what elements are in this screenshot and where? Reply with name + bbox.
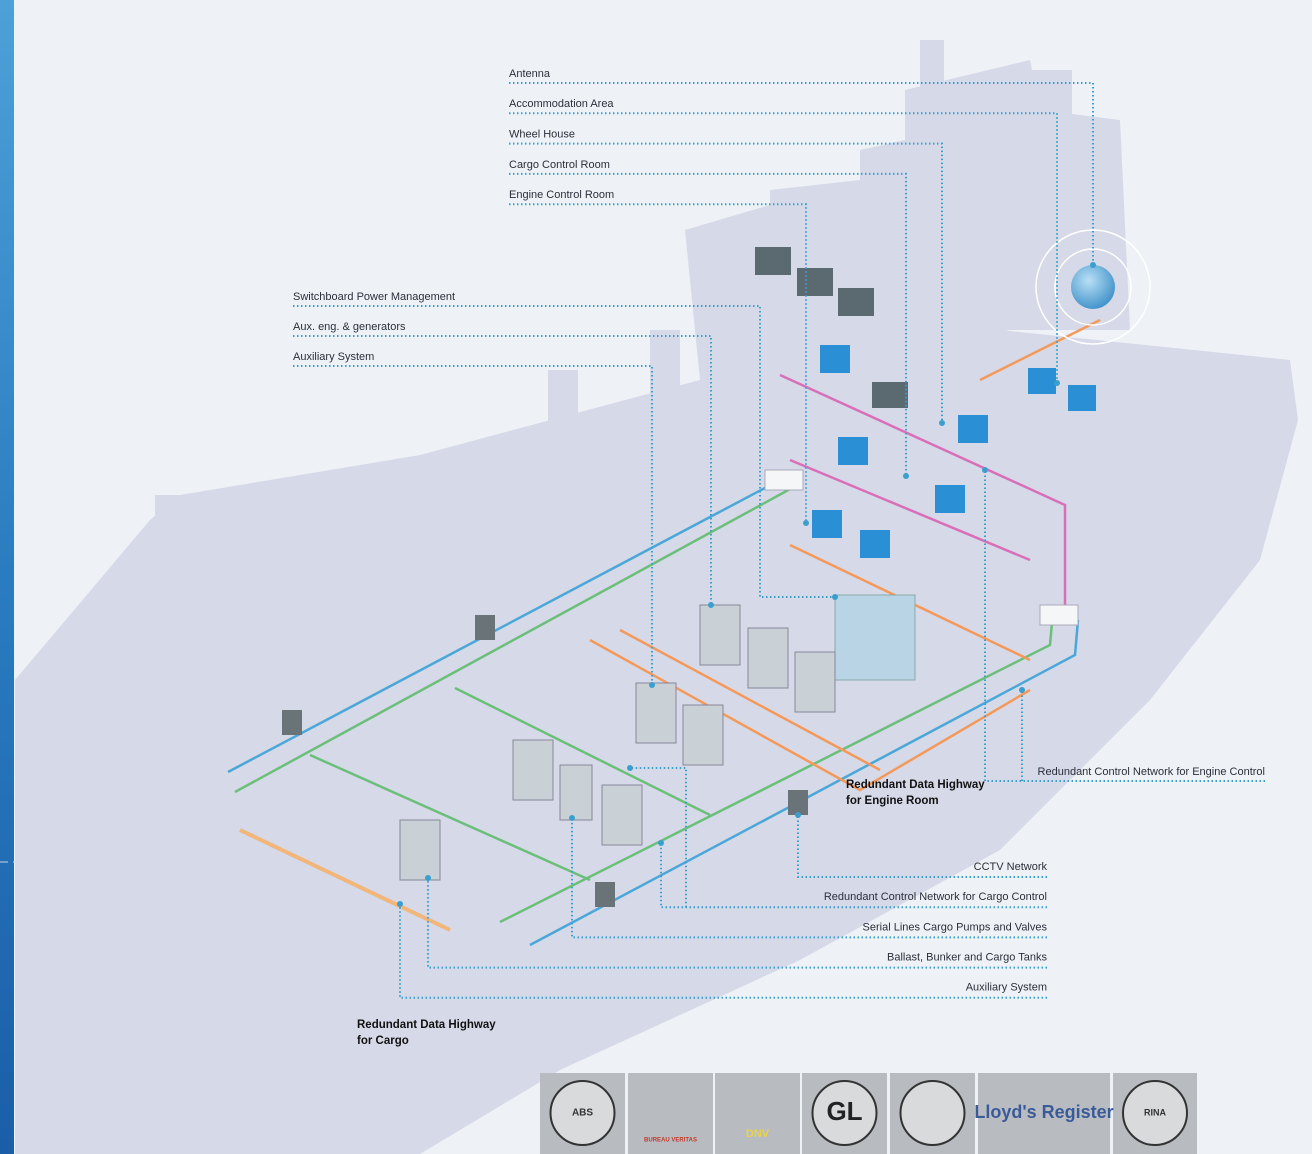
leader-end <box>939 420 945 426</box>
cabinet <box>602 785 642 845</box>
crane <box>650 330 680 400</box>
top-label: Cargo Control Room <box>509 159 610 171</box>
top-label: Engine Control Room <box>509 189 614 201</box>
cabinet <box>795 652 835 712</box>
camera <box>282 710 302 735</box>
leader-end <box>1090 262 1096 268</box>
monitor <box>1068 385 1096 411</box>
top-label: Antenna <box>509 68 551 80</box>
leader-end <box>803 520 809 526</box>
bow-post <box>155 495 185 575</box>
monitor <box>935 485 965 513</box>
right-label: Redundant Control Network for Engine Con… <box>1038 766 1265 778</box>
cabinet <box>683 705 723 765</box>
monitor <box>838 437 868 465</box>
cabinet <box>700 605 740 665</box>
monitor <box>812 510 842 538</box>
highway-caption: Redundant Data Highway <box>846 779 985 791</box>
console <box>835 595 915 680</box>
logo-text: Lloyd's Register <box>974 1102 1113 1122</box>
page: Ship integrated automation network {"top… <box>0 0 1312 1154</box>
top-label: Wheel House <box>509 129 575 141</box>
panel <box>872 382 908 408</box>
mast <box>920 40 944 100</box>
highway-caption: Redundant Data Highway <box>357 1019 496 1031</box>
leader-end <box>627 765 633 771</box>
leader-end <box>1054 380 1060 386</box>
bottom-label: Auxiliary System <box>966 982 1047 994</box>
left-label: Switchboard Power Management <box>293 291 455 303</box>
leader-end <box>795 812 801 818</box>
class-logos: ABS BUREAU VERITAS DNV GL Lloyd's Register RI… <box>540 1073 1197 1154</box>
switch <box>1040 605 1078 625</box>
switch <box>765 470 803 490</box>
left-label: Auxiliary System <box>293 351 374 363</box>
cabinet <box>560 765 592 820</box>
leader-end <box>982 467 988 473</box>
leader-end <box>569 815 575 821</box>
ship-silhouette <box>15 40 1298 1154</box>
crane <box>548 370 578 450</box>
logo-text: BUREAU VERITAS <box>644 1138 697 1144</box>
camera <box>788 790 808 815</box>
leader-end <box>903 473 909 479</box>
cabinet <box>513 740 553 800</box>
bottom-label: Redundant Control Network for Cargo Cont… <box>824 891 1047 903</box>
monitor <box>820 345 850 373</box>
highway-caption: for Cargo <box>357 1035 409 1047</box>
leader-end <box>658 840 664 846</box>
camera <box>595 882 615 907</box>
top-label: Accommodation Area <box>509 98 614 110</box>
leader-end <box>397 901 403 907</box>
panel <box>755 247 791 275</box>
panel <box>838 288 874 316</box>
monitor <box>1028 368 1056 394</box>
logo-text: GL <box>826 1096 862 1126</box>
body: Antenna Accommodation Area Wheel House Carg… <box>0 0 1312 1154</box>
cabinet <box>636 683 676 743</box>
cabinet <box>748 628 788 688</box>
logo-text: ABS <box>572 1108 593 1119</box>
bottom-label: CCTV Network <box>974 861 1048 873</box>
monitor <box>860 530 890 558</box>
antenna-globe <box>1071 265 1115 309</box>
cabinet <box>400 820 440 880</box>
logo-text: RINA <box>1144 1107 1166 1117</box>
camera <box>475 615 495 640</box>
leader-end <box>708 602 714 608</box>
panel <box>797 268 833 296</box>
monitor <box>958 415 988 443</box>
highway-caption: for Engine Room <box>846 795 939 807</box>
logo-text: DNV <box>746 1128 770 1140</box>
logo-tile <box>715 1073 800 1154</box>
leader-end <box>1019 687 1025 693</box>
leader-end <box>649 682 655 688</box>
sea-strip <box>0 0 14 1154</box>
bottom-label: Serial Lines Cargo Pumps and Valves <box>863 921 1048 933</box>
bottom-label: Ballast, Bunker and Cargo Tanks <box>887 952 1047 964</box>
leader-end <box>425 875 431 881</box>
left-label: Aux. eng. & generators <box>293 321 406 333</box>
funnel <box>1032 70 1072 190</box>
diagram: Antenna Accommodation Area Wheel House Carg… <box>0 0 1312 1154</box>
logo-emblem <box>901 1081 965 1145</box>
leader-end <box>832 594 838 600</box>
